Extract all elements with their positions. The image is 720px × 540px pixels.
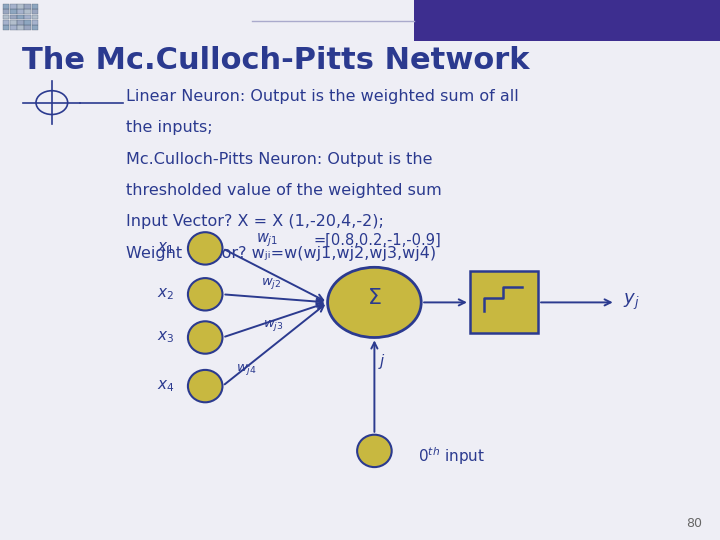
Text: $x_4$: $x_4$ xyxy=(157,378,174,394)
Bar xyxy=(32,4,38,9)
Text: 80: 80 xyxy=(686,517,702,530)
Ellipse shape xyxy=(188,370,222,402)
Text: Weight vector? wⱼᵢ=w(wj1,wj2,wj3,wj4): Weight vector? wⱼᵢ=w(wj1,wj2,wj3,wj4) xyxy=(126,246,436,261)
Text: $\Sigma$: $\Sigma$ xyxy=(367,288,382,308)
Text: $w_{j4}$: $w_{j4}$ xyxy=(236,362,257,377)
Bar xyxy=(17,9,24,14)
Text: Input Vector? X = X (1,-20,4,-2);: Input Vector? X = X (1,-20,4,-2); xyxy=(126,214,384,230)
Ellipse shape xyxy=(188,321,222,354)
Ellipse shape xyxy=(188,278,222,310)
Bar xyxy=(17,4,24,9)
Bar xyxy=(414,0,720,40)
Text: $x_2$: $x_2$ xyxy=(157,286,174,302)
Bar xyxy=(32,25,38,30)
Bar xyxy=(10,25,17,30)
Text: =[0.8,0.2,-1,-0.9]: =[0.8,0.2,-1,-0.9] xyxy=(313,233,441,248)
Bar xyxy=(10,15,17,19)
Text: $x_3$: $x_3$ xyxy=(157,329,174,346)
Bar xyxy=(3,4,9,9)
Text: The Mc.Culloch-Pitts Network: The Mc.Culloch-Pitts Network xyxy=(22,46,529,75)
Text: the inputs;: the inputs; xyxy=(126,120,212,136)
Bar xyxy=(24,15,31,19)
Bar xyxy=(3,15,9,19)
Bar xyxy=(17,20,24,25)
Bar xyxy=(24,4,31,9)
Bar xyxy=(3,20,9,25)
Text: $y_j$: $y_j$ xyxy=(623,292,639,313)
Text: $x_1$: $x_1$ xyxy=(157,240,174,256)
Bar xyxy=(32,9,38,14)
Text: $0^{th}$ input: $0^{th}$ input xyxy=(418,446,485,467)
Ellipse shape xyxy=(357,435,392,467)
Bar xyxy=(17,15,24,19)
Bar xyxy=(17,25,24,30)
Text: $w_{j3}$: $w_{j3}$ xyxy=(263,318,284,333)
Bar xyxy=(10,4,17,9)
Text: $w_{j2}$: $w_{j2}$ xyxy=(261,276,281,291)
Text: $w_{j1}$: $w_{j1}$ xyxy=(256,232,278,249)
Bar xyxy=(24,9,31,14)
Bar xyxy=(3,9,9,14)
Bar xyxy=(24,20,31,25)
Text: j: j xyxy=(379,354,384,369)
Circle shape xyxy=(328,267,421,338)
Text: thresholded value of the weighted sum: thresholded value of the weighted sum xyxy=(126,183,442,198)
Bar xyxy=(10,9,17,14)
Ellipse shape xyxy=(188,232,222,265)
FancyBboxPatch shape xyxy=(469,271,538,333)
Bar xyxy=(10,20,17,25)
Text: Mc.Culloch-Pitts Neuron: Output is the: Mc.Culloch-Pitts Neuron: Output is the xyxy=(126,152,433,167)
Bar xyxy=(32,15,38,19)
Text: Linear Neuron: Output is the weighted sum of all: Linear Neuron: Output is the weighted su… xyxy=(126,89,518,104)
Bar xyxy=(24,25,31,30)
Bar xyxy=(32,20,38,25)
Bar xyxy=(3,25,9,30)
